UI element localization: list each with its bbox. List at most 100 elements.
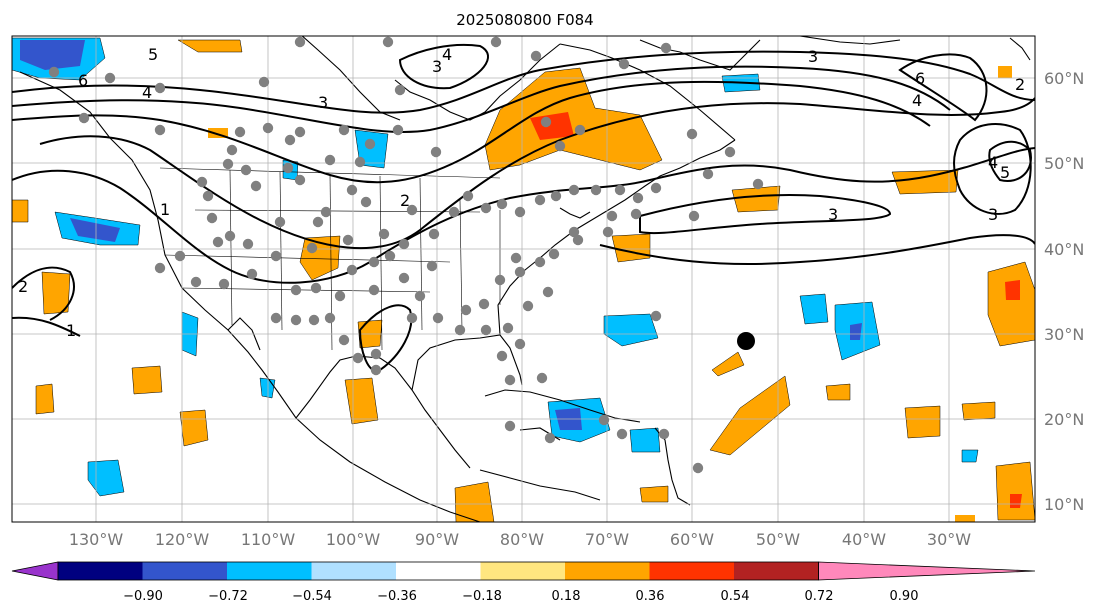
station-dot	[590, 184, 602, 196]
station-dot	[174, 250, 186, 262]
colorbar-cell	[396, 562, 481, 580]
colorbar-cell	[565, 562, 650, 580]
colorbar-tick-label: −0.18	[462, 589, 502, 604]
contour-label: 6	[915, 69, 925, 88]
station-dot	[496, 350, 508, 362]
station-dot	[154, 262, 166, 274]
colorbar-tick-label: 0.72	[805, 589, 834, 604]
station-dot	[324, 154, 336, 166]
station-dot	[462, 190, 474, 202]
station-dot	[426, 260, 438, 272]
station-dot	[310, 282, 322, 294]
station-dot	[496, 198, 508, 210]
colorbar-tick-label: −0.90	[123, 589, 163, 604]
station-dot	[218, 278, 230, 290]
station-dot	[660, 42, 672, 54]
station-dot	[242, 238, 254, 250]
station-dot	[346, 184, 358, 196]
contour-label: 5	[1000, 163, 1010, 182]
colorbar-tick-label: −0.54	[292, 589, 332, 604]
station-dot	[574, 124, 586, 136]
lat-label: 60°N	[1044, 69, 1084, 88]
station-dot	[196, 176, 208, 188]
station-dot	[378, 228, 390, 240]
station-dot	[406, 204, 418, 216]
station-dot	[650, 310, 662, 322]
station-dot	[334, 290, 346, 302]
station-dot	[502, 322, 514, 334]
contour-label: 5	[148, 45, 158, 64]
station-dot	[222, 158, 234, 170]
colorbar-tick-label: 0.18	[552, 589, 581, 604]
colorbar-cell	[649, 562, 734, 580]
station-dot	[284, 134, 296, 146]
station-dot	[568, 226, 580, 238]
lat-label: 20°N	[1044, 410, 1084, 429]
station-dot	[206, 212, 218, 224]
colorbar-tick-label: 0.90	[890, 589, 919, 604]
station-dot	[522, 300, 534, 312]
station-dot	[346, 264, 358, 276]
station-dot	[550, 190, 562, 202]
station-dot	[478, 298, 490, 310]
station-dot	[514, 338, 526, 350]
station-dot	[364, 138, 376, 150]
station-dot	[544, 432, 556, 444]
contour-label: 4	[988, 153, 998, 172]
lat-labels: 60°N 50°N 40°N 30°N 20°N 10°N	[1044, 69, 1084, 514]
station-dot	[542, 286, 554, 298]
station-dot	[338, 334, 350, 346]
colorbar-tick-label: −0.36	[377, 589, 417, 604]
station-dot	[368, 256, 380, 268]
station-dot	[568, 184, 580, 196]
colorbar-extend-low	[11, 561, 59, 581]
station-dot	[48, 66, 60, 78]
lon-label: 90°W	[415, 530, 459, 549]
station-dot	[290, 314, 302, 326]
lat-label: 30°N	[1044, 325, 1084, 344]
contour-label: 4	[912, 91, 922, 110]
lon-label: 120°W	[155, 530, 210, 549]
contour-lines	[12, 43, 1035, 372]
station-dot	[282, 162, 294, 174]
colorbar-extend-high	[818, 561, 1036, 581]
station-dot	[598, 414, 610, 426]
station-dot	[430, 146, 442, 158]
station-dot	[382, 36, 394, 48]
colorbar-tick-labels: −0.90 −0.72 −0.54 −0.36 −0.18 0.18 0.36 …	[123, 589, 918, 604]
station-dot	[308, 314, 320, 326]
station-dot	[294, 126, 306, 138]
station-dot	[384, 250, 396, 262]
contour-label: 3	[318, 93, 328, 112]
colorbar-cell	[227, 562, 312, 580]
station-dot	[224, 230, 236, 242]
station-dot	[688, 210, 700, 222]
station-dot	[212, 236, 224, 248]
station-dot	[154, 82, 166, 94]
contour-label: 3	[988, 205, 998, 224]
station-dot	[514, 206, 526, 218]
station-dot	[342, 234, 354, 246]
station-dot	[394, 84, 406, 96]
station-dot	[246, 268, 258, 280]
station-dot	[324, 312, 336, 324]
colorbar-cell	[142, 562, 227, 580]
station-dot	[618, 58, 630, 70]
contour-label: 3	[828, 205, 838, 224]
lon-label: 40°W	[842, 530, 886, 549]
station-dot	[154, 124, 166, 136]
station-dot	[320, 206, 332, 218]
map-frame	[11, 35, 1036, 523]
lon-label: 60°W	[670, 530, 714, 549]
lon-label: 70°W	[585, 530, 629, 549]
contour-label: 2	[1015, 75, 1025, 94]
colorbar-cell	[734, 562, 819, 580]
lon-label: 80°W	[500, 530, 544, 549]
station-dot	[258, 76, 270, 88]
contour-label: 2	[400, 191, 410, 210]
lon-label: 30°W	[927, 530, 971, 549]
state-borders	[159, 167, 501, 351]
station-dot	[352, 352, 364, 364]
station-dot	[572, 234, 584, 246]
station-dot	[554, 140, 566, 152]
